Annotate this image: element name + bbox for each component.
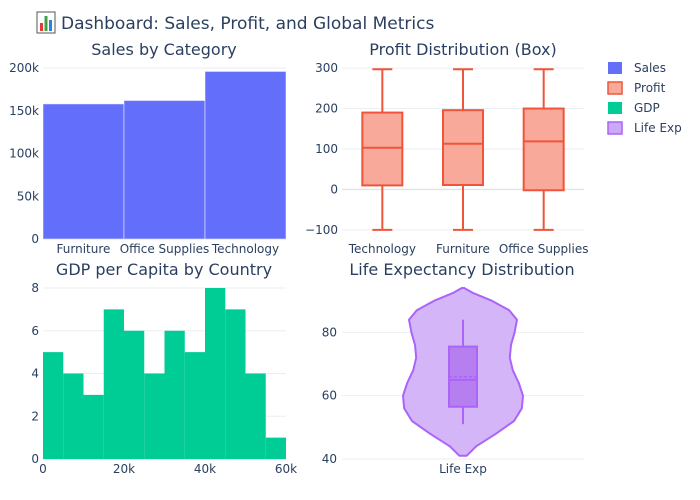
panel-gdp-histogram: GDP per Capita by Country 0 2 4 6 8 0 20k 40k 6… xyxy=(31,260,297,476)
legend-swatch xyxy=(608,102,622,114)
sales-chart-title: Sales by Category xyxy=(91,40,236,59)
sales-y-ticks: 0 50k 100k 150k 200k xyxy=(9,61,39,246)
sales-x-tick-label: Furniture xyxy=(57,242,111,256)
life-y-tick-label: 60 xyxy=(322,389,337,403)
gdp-hist-bar xyxy=(43,352,64,459)
gdp-hist-bar xyxy=(103,309,124,459)
legend-item: Life Exp xyxy=(607,121,682,135)
profit-y-tick-label: 200 xyxy=(315,102,338,116)
profit-x-tick-label: Office Supplies xyxy=(499,242,589,256)
life-violin xyxy=(402,287,524,457)
sales-x-tick-label: Office Supplies xyxy=(120,242,210,256)
profit-y-tick-label: −100 xyxy=(305,223,338,237)
gdp-y-tick-label: 0 xyxy=(31,452,39,466)
legend-label: Sales xyxy=(634,61,666,75)
gdp-hist-bar xyxy=(124,330,145,459)
sales-y-tick-label: 0 xyxy=(31,232,39,246)
gdp-hist-bar xyxy=(245,373,266,459)
legend-label: GDP xyxy=(634,101,660,115)
sales-bar xyxy=(123,99,206,240)
legend-item: GDP xyxy=(608,101,660,115)
gdp-y-ticks: 0 2 4 6 8 xyxy=(31,281,39,466)
gdp-x-tick-label: 40k xyxy=(194,462,216,476)
gdp-y-tick-label: 4 xyxy=(31,367,39,381)
profit-box-body xyxy=(522,107,565,192)
profit-box xyxy=(522,68,565,231)
gdp-x-tick-label: 20k xyxy=(113,462,135,476)
gdp-hist-bar xyxy=(164,330,185,459)
profit-box xyxy=(361,68,404,231)
life-x-ticks: Life Exp xyxy=(439,462,487,476)
gdp-y-tick-label: 2 xyxy=(31,409,39,423)
sales-y-tick-label: 100k xyxy=(9,147,39,161)
profit-y-tick-label: 0 xyxy=(330,182,338,196)
gdp-x-tick-label: 60k xyxy=(275,462,297,476)
dashboard-title: Dashboard: Sales, Profit, and Global Met… xyxy=(61,14,434,34)
gdp-chart-title: GDP per Capita by Country xyxy=(56,260,272,279)
profit-box-body xyxy=(361,111,404,187)
gdp-x-ticks: 0 20k 40k 60k xyxy=(39,462,297,476)
profit-x-ticks: Technology Furniture Office Supplies xyxy=(348,242,589,256)
panel-sales-by-category: Sales by Category 0 50k 100k 150k 200k Furni… xyxy=(9,40,287,256)
profit-y-tick-label: 100 xyxy=(315,142,338,156)
life-box xyxy=(448,345,478,408)
legend-swatch xyxy=(608,62,622,74)
gdp-hist-bar xyxy=(225,309,246,459)
life-chart-title: Life Expectancy Distribution xyxy=(349,260,574,279)
legend: Sales Profit GDP Life Exp xyxy=(607,61,682,135)
life-y-tick-label: 80 xyxy=(322,325,337,339)
profit-box-body xyxy=(442,109,484,187)
gdp-x-tick-label: 0 xyxy=(39,462,47,476)
profit-y-tick-label: 300 xyxy=(315,61,338,75)
gdp-y-tick-label: 8 xyxy=(31,281,39,295)
profit-chart-title: Profit Distribution (Box) xyxy=(369,40,556,59)
life-y-tick-label: 40 xyxy=(322,452,337,466)
life-y-ticks: 40 60 80 xyxy=(322,325,337,466)
profit-x-tick-label: Furniture xyxy=(436,242,490,256)
sales-bar xyxy=(204,70,287,240)
legend-label: Profit xyxy=(634,81,666,95)
sales-y-tick-label: 200k xyxy=(9,61,39,75)
gdp-hist-bar xyxy=(184,352,205,459)
legend-item: Sales xyxy=(608,61,666,75)
panel-life-expectancy: Life Expectancy Distribution 40 60 80 Life… xyxy=(322,260,584,476)
legend-label: Life Exp xyxy=(634,121,682,135)
profit-x-tick-label: Technology xyxy=(348,242,416,256)
sales-x-tick-label: Technology xyxy=(211,242,279,256)
profit-boxes xyxy=(361,68,565,231)
sales-y-tick-label: 50k xyxy=(17,189,39,203)
legend-swatch xyxy=(607,81,623,95)
legend-item: Profit xyxy=(607,81,666,95)
gdp-hist-bar xyxy=(205,288,226,459)
panel-profit-distribution: Profit Distribution (Box) −100 0 100 200 300… xyxy=(305,40,588,256)
sales-y-tick-label: 150k xyxy=(9,104,39,118)
profit-box xyxy=(442,68,484,231)
legend-swatch xyxy=(607,121,623,135)
sales-bar xyxy=(42,103,125,240)
gdp-hist-bar xyxy=(144,373,165,459)
gdp-y-tick-label: 6 xyxy=(31,324,39,338)
profit-y-ticks: −100 0 100 200 300 xyxy=(305,61,338,237)
life-x-tick-label: Life Exp xyxy=(439,462,487,476)
gdp-hist-bar xyxy=(265,437,286,459)
bar-chart-icon xyxy=(36,11,56,34)
sales-bars xyxy=(42,70,287,240)
gdp-bars xyxy=(43,288,286,459)
gdp-hist-bar xyxy=(63,373,84,459)
sales-x-ticks: Furniture Office Supplies Technology xyxy=(57,242,280,256)
gdp-hist-bar xyxy=(83,394,104,459)
